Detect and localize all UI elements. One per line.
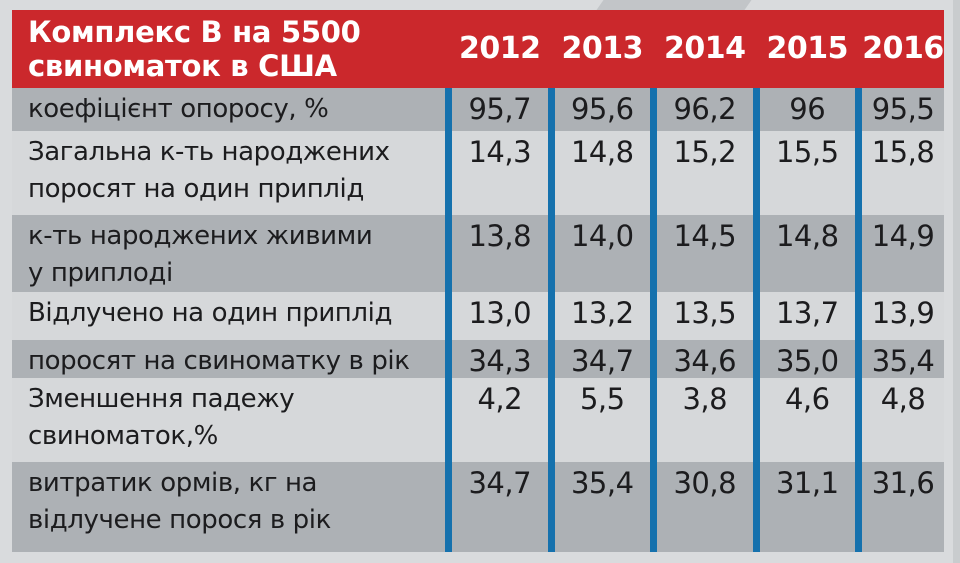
year-header-2014: 2014 — [664, 31, 746, 66]
value-cell: 4,6 — [752, 378, 856, 462]
value-cell: 95,7 — [445, 88, 548, 131]
table-title-line1: Комплекс В на 5500 — [28, 15, 361, 49]
value-cell: 14,3 — [445, 131, 548, 215]
value-cell: 14,8 — [547, 131, 651, 215]
value-cell: 96 — [752, 88, 856, 131]
value-cell: 34,7 — [547, 340, 651, 378]
value-cell: 15,8 — [855, 131, 944, 215]
right-edge-shading — [953, 0, 960, 563]
value-cell: 34,7 — [445, 462, 548, 552]
table-row-weaned-per-litter: Відлучено на один приплід 13,0 13,2 13,5… — [12, 292, 944, 340]
value-cell: 13,9 — [855, 292, 944, 340]
value-cell: 35,0 — [752, 340, 856, 378]
table-title: Комплекс В на 5500 свиноматок в США — [12, 10, 445, 88]
value-cell: 3,8 — [650, 378, 753, 462]
value-cell: 35,4 — [855, 340, 944, 378]
year-header-2012: 2012 — [459, 31, 541, 66]
table-row-born-alive: к-ть народжених живими у приплоді 13,8 1… — [12, 215, 944, 292]
value-cell: 34,3 — [445, 340, 548, 378]
table-row-sow-mortality-reduction: Зменшення падежу свиноматок,% 4,2 5,5 3,… — [12, 378, 944, 462]
value-cell: 13,5 — [650, 292, 753, 340]
row-label: поросят на свиноматку в рік — [28, 346, 410, 376]
table-title-line2: свиноматок в США — [28, 49, 337, 83]
year-header-2013: 2013 — [561, 31, 644, 66]
value-cell: 4,2 — [445, 378, 548, 462]
diagonal-decoration — [596, 0, 752, 10]
value-cell: 14,0 — [547, 215, 651, 292]
value-cell: 96,2 — [650, 88, 753, 131]
value-cell: 14,5 — [650, 215, 753, 292]
row-label: Загальна к-ть народжених поросят на один… — [28, 137, 390, 204]
value-cell: 14,8 — [752, 215, 856, 292]
year-header-2015: 2015 — [766, 31, 849, 66]
value-cell: 13,7 — [752, 292, 856, 340]
value-cell: 15,5 — [752, 131, 856, 215]
value-cell: 95,5 — [855, 88, 944, 131]
table-row-feed-consumption: витратик ормів, кг на відлучене порося в… — [12, 462, 944, 552]
value-cell: 31,1 — [752, 462, 856, 552]
row-label: к-ть народжених живими у приплоді — [28, 221, 373, 288]
value-cell: 5,5 — [547, 378, 651, 462]
value-cell: 13,8 — [445, 215, 548, 292]
row-label: витратик ормів, кг на відлучене порося в… — [28, 468, 331, 535]
value-cell: 34,6 — [650, 340, 753, 378]
value-cell: 13,2 — [547, 292, 651, 340]
value-cell: 4,8 — [855, 378, 944, 462]
value-cell: 15,2 — [650, 131, 753, 215]
value-cell: 14,9 — [855, 215, 944, 292]
row-label: Відлучено на один приплід — [28, 298, 393, 328]
value-cell: 35,4 — [547, 462, 651, 552]
table-header-row: Комплекс В на 5500 свиноматок в США 2012… — [12, 10, 944, 88]
sow-complex-table: Комплекс В на 5500 свиноматок в США 2012… — [12, 10, 944, 552]
value-cell: 13,0 — [445, 292, 548, 340]
row-label: коефіцієнт опоросу, % — [28, 94, 329, 124]
row-label: Зменшення падежу свиноматок,% — [28, 384, 295, 451]
table-row-total-born: Загальна к-ть народжених поросят на один… — [12, 131, 944, 215]
value-cell: 30,8 — [650, 462, 753, 552]
year-header-2016: 2016 — [862, 31, 944, 66]
table-row-farrowing-rate: коефіцієнт опоросу, % 95,7 95,6 96,2 96 … — [12, 88, 944, 131]
value-cell: 95,6 — [547, 88, 651, 131]
value-cell: 31,6 — [855, 462, 944, 552]
table-row-piglets-per-sow-year: поросят на свиноматку в рік 34,3 34,7 34… — [12, 340, 944, 378]
